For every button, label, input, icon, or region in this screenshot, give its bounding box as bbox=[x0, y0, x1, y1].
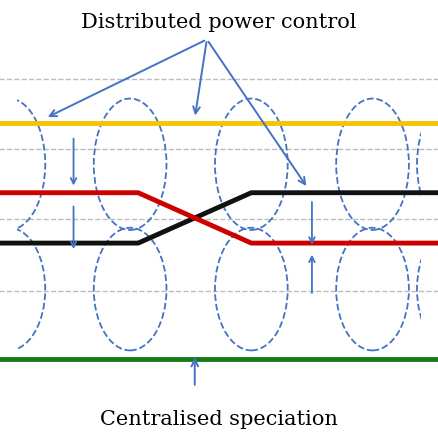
Text: Distributed power control: Distributed power control bbox=[81, 13, 357, 32]
Text: Centralised speciation: Centralised speciation bbox=[100, 410, 338, 429]
